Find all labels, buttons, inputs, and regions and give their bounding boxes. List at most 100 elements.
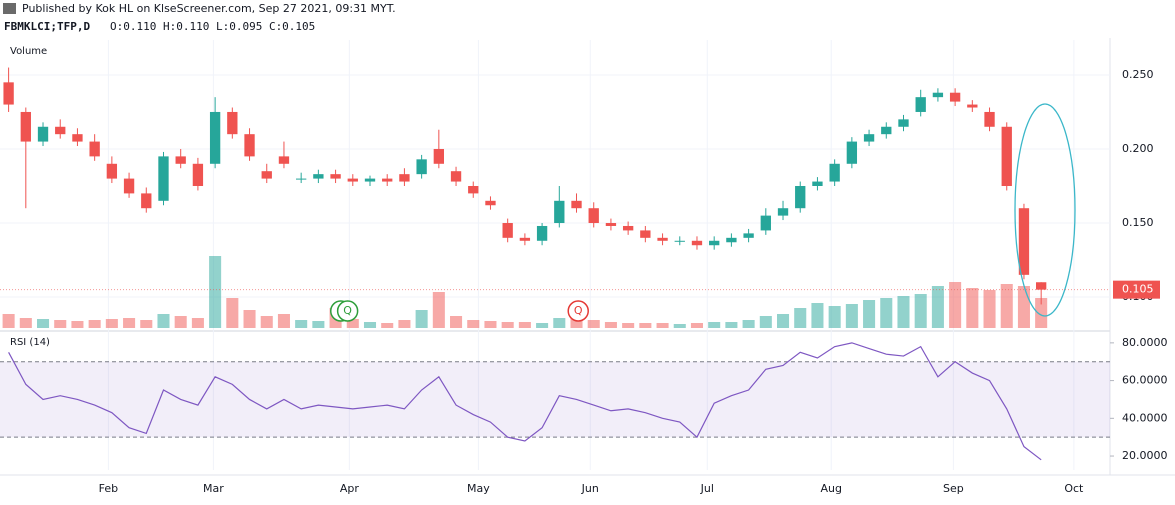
candle-body (588, 208, 599, 224)
volume-bar (37, 319, 50, 328)
rsi-line (8, 342, 1042, 461)
candle-body (37, 126, 49, 142)
volume-bar (191, 318, 204, 328)
volume-bar (501, 322, 514, 328)
x-tick-label: Oct (1064, 482, 1084, 495)
candle-body (433, 148, 444, 164)
candle-body (382, 178, 393, 182)
candle-body (1036, 282, 1047, 290)
candle-body (605, 223, 617, 226)
volume-bar (1035, 298, 1048, 328)
volume-bar (863, 300, 876, 328)
candle-body (192, 163, 204, 186)
volume-bar (708, 322, 721, 328)
volume-bar (880, 298, 893, 328)
candle-body (674, 240, 685, 242)
x-tick-label: Jul (700, 482, 714, 495)
candle-body (863, 134, 875, 142)
rsi-band (0, 361, 1110, 438)
volume-bar (432, 292, 445, 328)
volume-bar (656, 323, 669, 328)
candle-body (949, 92, 961, 102)
candle-body (141, 193, 152, 209)
candle-body (519, 237, 531, 241)
candle-body (3, 82, 14, 105)
y-tick-label: 0.250 (1122, 68, 1154, 81)
volume-bar (243, 310, 256, 328)
volume-bar (966, 288, 979, 328)
candle-body (1001, 126, 1012, 186)
candle-body (485, 200, 496, 206)
volume-bar (536, 323, 549, 328)
volume-bar (845, 304, 858, 328)
candle-body (571, 200, 582, 209)
candle-body (468, 185, 479, 194)
candle-body (72, 134, 83, 142)
volume-bar (553, 318, 566, 328)
candle-body (502, 223, 513, 238)
event-marker-label: Q (574, 304, 583, 317)
volume-bar (209, 256, 222, 328)
volume-bar (19, 318, 32, 328)
candle-body (399, 174, 410, 182)
candle-body (1018, 208, 1030, 275)
x-tick-label: Mar (203, 482, 224, 495)
candle-body (347, 178, 358, 182)
candle-body (829, 163, 840, 182)
volume-bar (226, 298, 239, 328)
candle-body (261, 171, 272, 179)
volume-bar (295, 320, 308, 328)
candle-body (640, 230, 651, 238)
volume-bar (949, 282, 962, 328)
candle-body (932, 92, 944, 98)
symbol: FBMKLCI;TFP,D (4, 20, 90, 33)
candle-body (812, 181, 823, 186)
volume-bar (983, 290, 996, 328)
volume-bar (105, 319, 118, 328)
candle-body (984, 111, 995, 127)
x-tick-label: Sep (943, 482, 964, 495)
volume-bar (897, 296, 910, 328)
drawn-ellipse (1014, 103, 1076, 317)
volume-bar (518, 322, 531, 328)
ohlc: O:0.110 H:0.110 L:0.095 C:0.105 (110, 20, 315, 33)
volume-bar (484, 321, 497, 328)
candle-body (123, 178, 135, 194)
volume-bar (260, 316, 273, 328)
volume-bar (777, 314, 790, 328)
volume-bar (604, 322, 617, 328)
volume-bar (587, 320, 600, 328)
candle-body (209, 111, 221, 164)
volume-bar (88, 320, 101, 328)
candle-body (554, 200, 565, 224)
volume-bar (54, 320, 67, 328)
volume-bar (1000, 284, 1013, 328)
candle-body (450, 171, 462, 182)
candle-body (536, 225, 548, 241)
event-marker (567, 300, 589, 322)
rsi-label: RSI (14) (10, 337, 50, 348)
x-tick-label: Aug (820, 482, 841, 495)
candle-body (175, 156, 186, 164)
candle-body (915, 97, 926, 112)
volume-bar (2, 314, 15, 328)
candle-body (691, 240, 703, 246)
volume-bar (277, 314, 290, 328)
candle-body (313, 174, 324, 179)
candle-body (795, 185, 806, 209)
volume-bar (725, 322, 738, 328)
volume-label: Volume (10, 46, 47, 57)
volume-bar (639, 323, 652, 328)
volume-bar (828, 306, 841, 328)
volume-bar (811, 303, 824, 328)
rsi-tick-label: 40.0000 (1122, 411, 1168, 424)
candle-body (967, 104, 978, 108)
candle-body (760, 215, 771, 231)
x-tick-label: Apr (340, 482, 360, 495)
candle-body (296, 178, 307, 180)
candle-body (55, 126, 66, 135)
volume-bar (157, 314, 170, 328)
rsi-tick-label: 20.0000 (1122, 449, 1168, 462)
volume-bar (140, 320, 153, 328)
volume-bar (415, 310, 428, 328)
